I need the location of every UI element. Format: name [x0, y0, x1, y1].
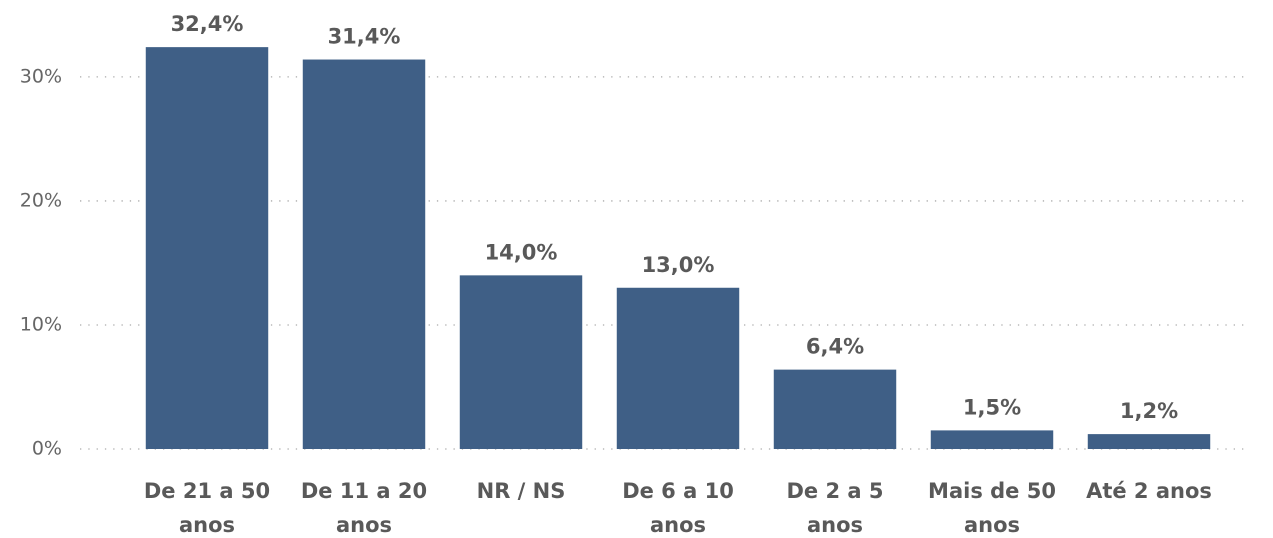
x-tick-label: De 21 a 50 anos — [143, 479, 271, 537]
value-label: 32,4% — [171, 12, 244, 36]
x-tick-label: De 11 a 20 anos — [300, 479, 428, 537]
value-label: 13,0% — [642, 253, 715, 277]
x-tick-label: De 2 a 5 anos — [786, 479, 884, 537]
y-tick-label: 20% — [20, 189, 62, 211]
y-tick-label: 10% — [20, 313, 62, 335]
value-label: 31,4% — [328, 25, 401, 49]
bar — [302, 59, 426, 449]
x-tick-label: De 6 a 10 anos — [622, 479, 734, 537]
x-tick-label: Mais de 50 anos — [928, 479, 1056, 537]
bar — [1087, 434, 1211, 449]
value-label: 1,5% — [963, 395, 1021, 419]
x-tick-label: Até 2 anos — [1086, 479, 1212, 503]
bar — [616, 287, 740, 449]
bar — [459, 275, 583, 449]
bar — [930, 430, 1054, 449]
bar — [145, 47, 269, 449]
value-label: 1,2% — [1120, 399, 1178, 423]
value-label: 6,4% — [806, 335, 864, 359]
y-tick-label: 30% — [20, 65, 62, 87]
x-tick-label: NR / NS — [476, 479, 566, 503]
y-tick-label: 0% — [32, 438, 62, 460]
value-label: 14,0% — [485, 240, 558, 264]
bar — [773, 369, 897, 449]
